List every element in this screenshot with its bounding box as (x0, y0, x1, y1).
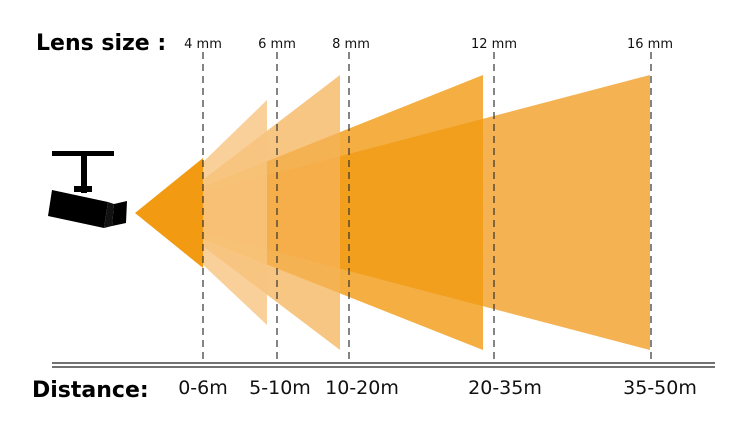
distance-title: Distance: (32, 378, 149, 403)
lens-label: 6 mm (258, 37, 296, 52)
lens-label: 4 mm (184, 37, 222, 52)
lens-label: 16 mm (627, 37, 673, 52)
distance-label: 20-35m (468, 377, 542, 399)
lens-title: Lens size : (36, 31, 166, 56)
distance-label: 35-50m (623, 377, 697, 399)
beams (135, 75, 650, 350)
beam-4mm (135, 158, 203, 268)
beam-12mm (200, 75, 483, 350)
lens-label: 8 mm (332, 37, 370, 52)
distance-label: 0-6m (178, 377, 228, 399)
lens-label: 12 mm (471, 37, 517, 52)
beam-8mm (200, 75, 340, 350)
beam-6mm (200, 100, 267, 325)
camera-icon (48, 151, 127, 228)
distance-label: 5-10m (249, 377, 311, 399)
distance-label: 10-20m (325, 377, 399, 399)
guides (202, 52, 652, 360)
